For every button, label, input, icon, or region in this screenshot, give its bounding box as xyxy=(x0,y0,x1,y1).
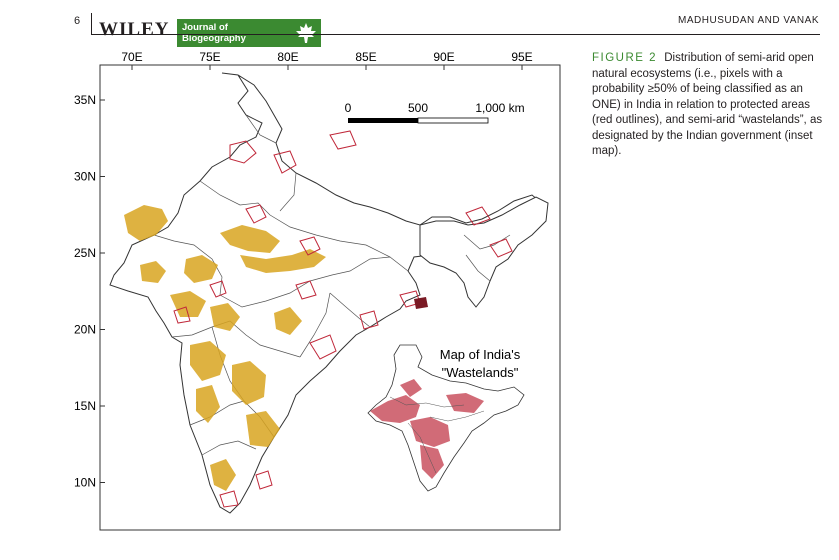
inset-title-line2: "Wastelands" xyxy=(442,365,519,380)
lon-tick-label-70: 70E xyxy=(121,50,142,64)
lon-tick-label-75: 75E xyxy=(199,50,220,64)
header-divider xyxy=(91,13,92,35)
scale-label-0: 0 xyxy=(345,101,352,115)
lat-tick-label-25: 25N xyxy=(74,246,96,260)
mangrove-marker xyxy=(414,297,428,309)
lon-tick-label-85: 85E xyxy=(355,50,376,64)
lat-tick-label-15: 15N xyxy=(74,399,96,413)
axis-ticks: 70E 75E 80E 85E 90E 95E 35N 30N 25N 20N 15N 10N xyxy=(74,50,533,490)
header-rule xyxy=(92,34,820,35)
page-number: 6 xyxy=(74,15,81,27)
india-map-figure: 70E 75E 80E 85E 90E 95E 35N 30N 25N 20N 15N 10N xyxy=(70,45,580,540)
inset-title-line1: Map of India's xyxy=(440,347,521,362)
northeast-outline xyxy=(419,196,549,308)
figure-label: FIGURE 2 xyxy=(592,52,658,64)
lat-tick-label-20: 20N xyxy=(74,323,96,337)
one-patches xyxy=(124,205,326,491)
scale-bar: 0 500 1,000 km xyxy=(345,101,525,124)
lon-tick-label-80: 80E xyxy=(277,50,298,64)
journal-name: Journal of Biogeography xyxy=(177,19,291,47)
scale-label-1000km: 1,000 km xyxy=(475,101,524,115)
inset-india-outline xyxy=(367,344,525,492)
lon-tick-label-95: 95E xyxy=(511,50,532,64)
running-header-authors: MADHUSUDAN AND VANAK xyxy=(678,15,819,26)
journal-name-line1: Journal of xyxy=(182,22,228,33)
map-canvas: 70E 75E 80E 85E 90E 95E 35N 30N 25N 20N 15N 10N xyxy=(74,50,561,531)
journal-name-line2: Biogeography xyxy=(182,33,246,44)
publisher-logo: WILEY xyxy=(99,19,170,40)
inset-wastelands-map: Map of India's "Wastelands" xyxy=(367,344,525,492)
scale-label-500: 500 xyxy=(408,101,428,115)
figure-caption: FIGURE 2 Distribution of semi-arid open … xyxy=(592,51,827,160)
caption-text: Distribution of semi-arid open natural e… xyxy=(592,52,823,157)
journal-logo: Journal of Biogeography xyxy=(177,19,321,47)
lat-tick-label-35: 35N xyxy=(74,93,96,107)
inset-state-boundaries xyxy=(389,396,485,474)
lat-tick-label-30: 30N xyxy=(74,170,96,184)
maple-leaf-icon xyxy=(291,19,321,47)
scale-bar-black-segment xyxy=(348,118,418,123)
lat-tick-label-10: 10N xyxy=(74,476,96,490)
lon-tick-label-90: 90E xyxy=(433,50,454,64)
scale-bar-white-segment xyxy=(417,117,489,124)
inset-wasteland-fill xyxy=(370,379,484,479)
